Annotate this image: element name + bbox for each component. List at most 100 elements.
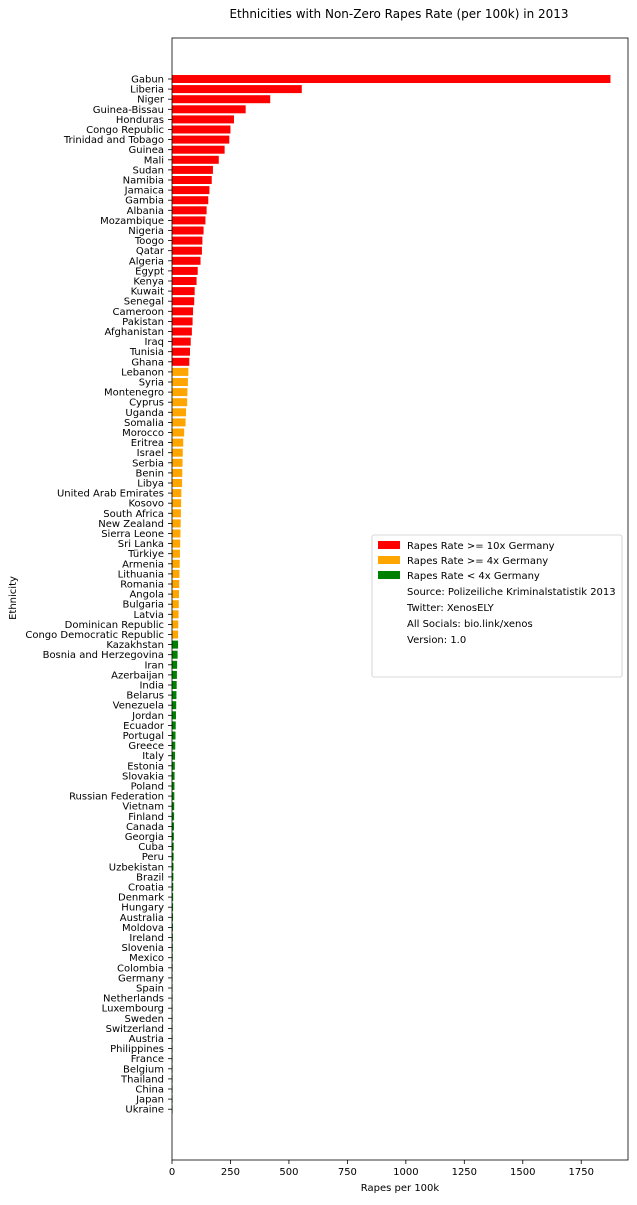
- category-label: Lebanon: [121, 367, 164, 378]
- bar: [172, 670, 177, 679]
- bar: [172, 943, 173, 952]
- bar: [172, 458, 183, 467]
- bar: [172, 741, 176, 750]
- category-label: Japan: [135, 1095, 164, 1106]
- category-label: Congo Republic: [86, 125, 164, 136]
- category-label: Italy: [142, 751, 164, 762]
- legend-swatch-orange: [378, 556, 400, 564]
- bar: [172, 782, 175, 790]
- x-tick-label: 1500: [510, 1167, 535, 1178]
- bar: [172, 135, 230, 144]
- category-label: Albania: [127, 206, 164, 217]
- category-label: Kuwait: [131, 287, 164, 298]
- category-label: Toogo: [134, 236, 164, 247]
- category-label: Portugal: [123, 731, 164, 742]
- category-label: Eritrea: [131, 438, 164, 449]
- category-label: Uzbekistan: [109, 862, 164, 873]
- category-label: Mozambique: [100, 216, 164, 227]
- legend-swatch-red: [378, 541, 400, 549]
- category-label: Finland: [128, 812, 164, 823]
- category-label: Ecuador: [123, 721, 165, 732]
- bar: [172, 287, 195, 296]
- category-label: Sierra Leone: [101, 529, 164, 540]
- bar: [172, 378, 188, 386]
- category-label: Thailand: [120, 1074, 164, 1085]
- legend-note-source: Source: Polizeiliche Kriminalstatistik 2…: [407, 587, 616, 598]
- y-axis-label: Ethnicity: [8, 576, 19, 620]
- category-label: Mexico: [129, 953, 164, 964]
- x-tick-label: 500: [279, 1167, 298, 1178]
- bar: [172, 913, 174, 922]
- bar: [172, 761, 175, 770]
- category-label: Gambia: [125, 196, 164, 207]
- bar: [172, 499, 182, 508]
- bar: [172, 317, 193, 326]
- x-tick-label: 1250: [452, 1167, 477, 1178]
- bar: [172, 580, 180, 588]
- bar: [172, 681, 177, 689]
- category-label: Georgia: [125, 832, 164, 843]
- category-label: Montenegro: [104, 388, 164, 399]
- category-label: Sudan: [133, 165, 165, 176]
- category-label: Senegal: [124, 297, 164, 308]
- legend-note-socials: All Socials: bio.link/xenos: [407, 619, 533, 630]
- bar: [172, 660, 178, 669]
- bar: [172, 428, 185, 437]
- category-label: Russian Federation: [69, 792, 164, 803]
- bar: [172, 155, 219, 164]
- bar: [172, 620, 179, 629]
- category-label: South Africa: [103, 509, 164, 520]
- category-label: Guinea: [129, 145, 164, 156]
- bar: [172, 842, 174, 851]
- bar: [172, 327, 192, 336]
- bar: [172, 549, 180, 558]
- bar: [172, 256, 201, 265]
- category-label: Latvia: [134, 610, 164, 621]
- bar: [172, 529, 181, 538]
- category-label: Jamaica: [124, 186, 164, 197]
- legend-swatch-green: [378, 571, 400, 579]
- category-label: Canada: [126, 822, 164, 833]
- bar: [172, 751, 176, 760]
- category-label: Iran: [144, 660, 164, 671]
- bar: [172, 398, 188, 407]
- category-label: Somalia: [124, 418, 164, 429]
- category-label: Niger: [137, 95, 165, 106]
- category-label: Syria: [139, 378, 164, 389]
- bar: [172, 610, 179, 619]
- bar: [172, 792, 175, 801]
- category-label: Trinidad and Tobago: [63, 135, 164, 146]
- bar: [172, 145, 225, 154]
- category-labels-group: GabunLiberiaNigerGuinea-BissauHondurasCo…: [25, 75, 172, 1116]
- bar: [172, 600, 179, 609]
- bar: [172, 468, 183, 477]
- bar: [172, 347, 191, 356]
- bar: [172, 852, 174, 861]
- category-label: Bosnia and Herzegovina: [43, 650, 164, 661]
- bar: [172, 307, 194, 316]
- category-label: Israel: [137, 448, 164, 459]
- bar: [172, 489, 182, 498]
- bar: [172, 590, 180, 599]
- category-label: Romania: [120, 580, 164, 591]
- category-label: Serbia: [132, 458, 164, 469]
- category-label: Armenia: [122, 559, 164, 570]
- category-label: Qatar: [136, 246, 165, 257]
- category-label: Belarus: [126, 691, 164, 702]
- x-tick-label: 1000: [393, 1167, 418, 1178]
- category-label: Uganda: [125, 408, 164, 419]
- bar: [172, 802, 175, 811]
- category-label: Ireland: [129, 933, 164, 944]
- category-label: Colombia: [117, 963, 164, 974]
- category-label: Greece: [128, 741, 164, 752]
- bar: [172, 196, 209, 205]
- category-label: Ukraine: [125, 1105, 164, 1116]
- bar: [172, 903, 174, 912]
- bar: [172, 388, 188, 397]
- bar: [172, 448, 183, 457]
- x-tick-label: 750: [338, 1167, 357, 1178]
- bar: [172, 165, 213, 174]
- category-label: Croatia: [128, 883, 164, 894]
- category-label: Honduras: [116, 115, 164, 126]
- bar: [172, 85, 302, 94]
